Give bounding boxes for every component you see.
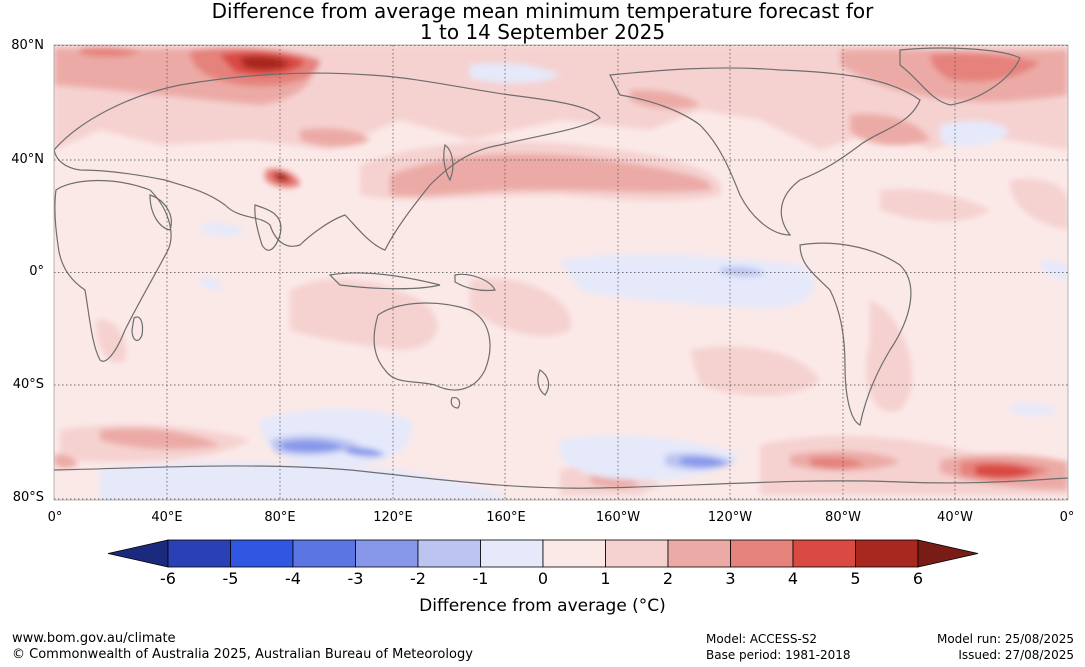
colorbar-swatch	[667, 539, 731, 568]
colorbar-tick-label: -4	[285, 569, 301, 588]
anomaly-field	[54, 45, 1068, 500]
colorbar-tick-label: 6	[912, 569, 924, 588]
lon-label-80e: 80°E	[264, 510, 296, 525]
colorbar-tick-label: 1	[600, 569, 611, 588]
colorbar-tick-label: -3	[347, 569, 364, 588]
colorbar-swatch	[480, 539, 544, 568]
footer-model-run: Model run: 25/08/2025	[936, 632, 1074, 646]
lat-label-80n: 80°N	[11, 38, 44, 53]
footer-website: www.bom.gov.au/climate	[12, 631, 176, 646]
lat-label-80s: 80°S	[12, 490, 44, 505]
colorbar-swatch	[230, 539, 294, 568]
map-title-line-1: Difference from average mean minimum tem…	[211, 0, 874, 23]
lon-label-120e: 120°E	[373, 510, 413, 525]
colorbar-tick-label: -1	[472, 569, 489, 588]
colorbar-tick-label: -6	[160, 569, 176, 588]
lon-label-40w: 40°W	[937, 510, 973, 525]
colorbar-swatch	[855, 539, 919, 568]
lon-label-0-left: 0°	[47, 510, 63, 525]
colorbar	[107, 539, 979, 568]
map-title-line-2: 1 to 14 September 2025	[419, 20, 666, 44]
lat-label-40s: 40°S	[12, 377, 44, 392]
colorbar-extend-low	[107, 539, 169, 568]
lat-label-eq: 0°	[29, 264, 44, 279]
colorbar-tick-label: 2	[662, 569, 674, 588]
map-frame	[53, 44, 1069, 501]
colorbar-tick-label: 0	[537, 569, 549, 588]
colorbar-swatch	[605, 539, 669, 568]
colorbar-tick-label: 4	[787, 569, 799, 588]
lon-label-0-right: 0°	[1059, 510, 1075, 525]
footer-model: Model: ACCESS-S2	[706, 632, 818, 646]
colorbar-swatch	[292, 539, 356, 568]
colorbar-tick-label: 3	[725, 569, 736, 588]
colorbar-swatch	[730, 539, 794, 568]
colorbar-swatch	[355, 539, 419, 568]
colorbar-swatch	[792, 539, 856, 568]
footer-base-period: Base period: 1981-2018	[706, 648, 851, 662]
lon-label-160w: 160°W	[595, 510, 641, 525]
colorbar-swatch	[542, 539, 606, 568]
colorbar-label: Difference from average (°C)	[419, 596, 666, 616]
lon-label-120w: 120°W	[707, 510, 753, 525]
footer-copyright: © Commonwealth of Australia 2025, Austra…	[12, 647, 473, 662]
footer-issued: Issued: 27/08/2025	[958, 648, 1074, 662]
colorbar-swatch	[167, 539, 231, 568]
lon-label-80w: 80°W	[825, 510, 861, 525]
colorbar-extend-high	[917, 539, 979, 568]
lat-label-40n: 40°N	[11, 152, 44, 167]
graticule	[54, 45, 1068, 500]
colorbar-tick-label: -5	[222, 569, 239, 588]
coastlines	[54, 47, 1068, 489]
colorbar-tick-label: -2	[410, 569, 426, 588]
lon-label-160e: 160°E	[486, 510, 526, 525]
lon-label-40e: 40°E	[151, 510, 183, 525]
colorbar-tick-label: 5	[850, 569, 861, 588]
colorbar-swatch	[417, 539, 481, 568]
